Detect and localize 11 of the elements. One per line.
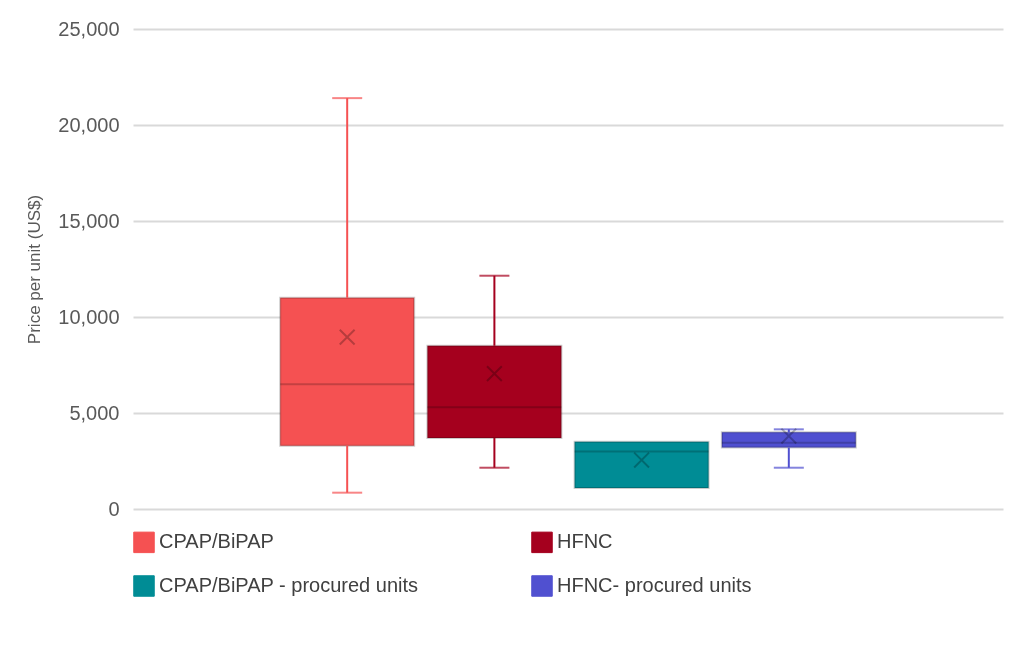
y-tick-label: 10,000	[58, 305, 120, 328]
y-tick-label: 0	[108, 497, 120, 520]
legend-label: CPAP/BiPAP - procured units	[159, 574, 419, 596]
legend-label: HFNC	[557, 530, 613, 553]
y-tick-label: 5,000	[69, 401, 120, 424]
y-tick-label: 25,000	[58, 17, 120, 40]
legend-label: HFNC- procured units	[557, 574, 752, 596]
legend-label: CPAP/BiPAP	[159, 530, 274, 553]
y-tick-label: 15,000	[58, 209, 120, 232]
y-axis-title: Price per unit (US$)	[25, 194, 45, 345]
y-tick-label: 20,000	[58, 113, 120, 136]
